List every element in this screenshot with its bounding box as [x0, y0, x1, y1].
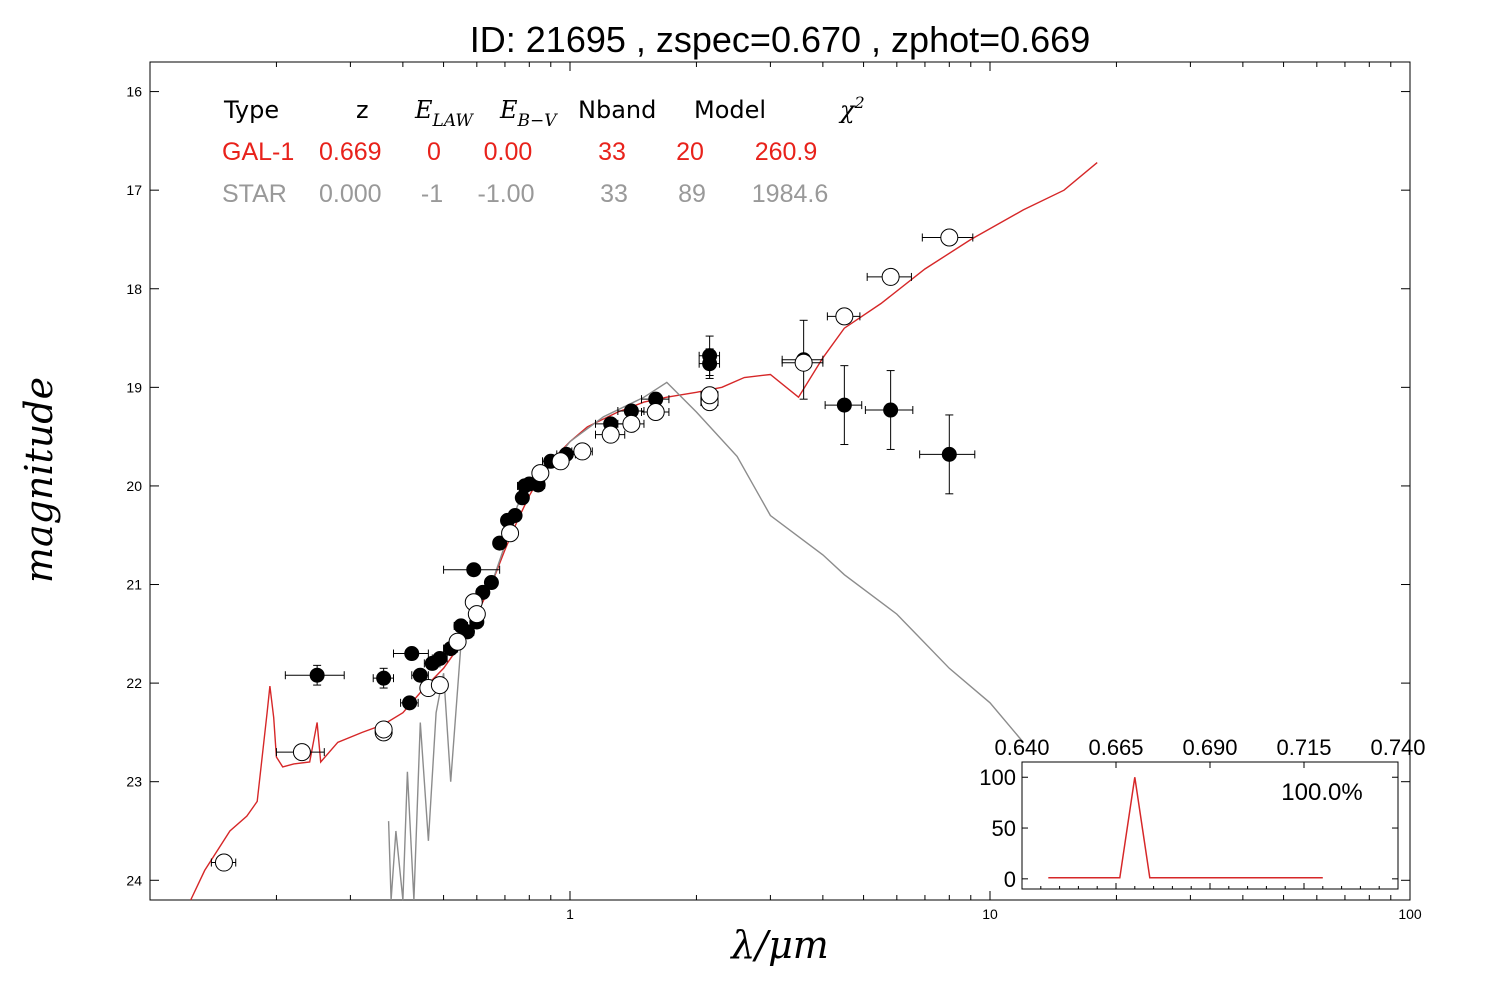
model-flux-point: [292, 743, 311, 762]
row-type: STAR: [222, 180, 287, 208]
inset-y-tick-label: 100: [979, 765, 1016, 790]
plot-frame: [149, 61, 1411, 901]
row-chi2: 1984.6: [752, 180, 828, 208]
x-axis-label: λ/μm: [729, 923, 829, 967]
inset-x-tick-label: 0.640: [994, 735, 1049, 760]
model-flux-point: [214, 853, 233, 872]
model-flux-points: [210, 228, 974, 872]
inset-y-tick-label: 50: [992, 816, 1016, 841]
fit-summary-table: Type z ELAW EB−V Nband Model χ2 GAL-1 0.…: [222, 93, 865, 208]
observed-point: [702, 356, 718, 372]
x-tick-label: 1: [566, 906, 574, 922]
inset-x-tick-label: 0.690: [1182, 735, 1237, 760]
y-tick-label: 18: [126, 281, 142, 297]
observed-point: [309, 667, 325, 683]
model-flux-point: [622, 414, 641, 433]
observed-point: [432, 650, 448, 666]
y-tick-label: 17: [126, 182, 142, 198]
x-tick-label: 10: [982, 906, 998, 922]
inset-x-tick-label: 0.740: [1370, 735, 1425, 760]
table-header-type: Type: [223, 96, 279, 124]
observed-point: [466, 562, 482, 578]
model-flux-point: [531, 464, 550, 483]
row-nband: 33: [598, 138, 626, 166]
row-elaw: -1: [421, 180, 443, 208]
inset-annotation: 100.0%: [1281, 779, 1362, 806]
inset-y-tick-label: 0: [1004, 867, 1016, 892]
x-tick-label: 100: [1398, 906, 1422, 922]
table-header-nband: Nband: [578, 96, 656, 124]
model-flux-point: [467, 605, 486, 624]
observed-point: [492, 535, 508, 551]
y-tick-label: 24: [126, 872, 142, 888]
row-model: 89: [678, 180, 706, 208]
observed-points: [284, 319, 976, 711]
model-flux-point: [881, 267, 900, 286]
y-axis-ticks: 16 17 18 19 20 21 22 23 24: [126, 84, 1410, 888]
table-row: STAR 0.000 -1 -1.00 33 89 1984.6: [222, 180, 828, 208]
table-header-elaw: ELAW: [414, 96, 474, 131]
row-chi2: 260.9: [755, 138, 818, 166]
inset-x-ticks: 0.640 0.665 0.690 0.715 0.740: [994, 735, 1426, 889]
y-tick-label: 23: [126, 774, 142, 790]
inset-y-ticks: 0 50 100: [979, 765, 1398, 892]
y-tick-label: 20: [126, 478, 142, 494]
y-tick-label: 19: [126, 379, 142, 395]
model-flux-point: [430, 676, 449, 695]
observed-point: [412, 667, 428, 683]
row-nband: 33: [600, 180, 628, 208]
observed-point: [402, 695, 418, 711]
row-elaw: 0: [427, 138, 441, 166]
model-flux-point: [940, 228, 959, 247]
table-header-ebv: EB−V: [499, 96, 558, 131]
x-axis-ticks: 1 10 100: [149, 62, 1422, 922]
model-flux-point: [794, 353, 813, 372]
y-tick-label: 16: [126, 84, 142, 100]
row-model: 20: [676, 138, 704, 166]
observed-point: [404, 646, 420, 662]
row-ebv: -1.00: [478, 180, 535, 208]
row-ebv: 0.00: [484, 138, 533, 166]
model-curves: [190, 162, 1098, 901]
model-flux-point: [835, 307, 854, 326]
model-flux-point: [573, 442, 592, 461]
y-tick-label: 21: [126, 577, 142, 593]
observed-point: [941, 446, 957, 462]
table-header-model: Model: [694, 96, 766, 124]
table-header-z: z: [356, 96, 369, 124]
star-template-curve: [387, 381, 1024, 901]
model-flux-point: [700, 386, 719, 405]
row-z: 0.669: [319, 138, 382, 166]
y-tick-label: 22: [126, 675, 142, 691]
table-row: GAL-1 0.669 0 0.00 33 20 260.9: [222, 138, 817, 166]
table-header-chi2: χ2: [838, 93, 865, 124]
inset-frame: [1021, 761, 1399, 890]
y-axis-label: magnitude: [17, 377, 61, 583]
model-flux-point: [646, 402, 665, 421]
model-flux-point: [601, 425, 620, 444]
galaxy-template-curve: [190, 162, 1098, 901]
observed-point: [836, 397, 852, 413]
pdf-inset: 0.640 0.665 0.690 0.715 0.740 0 50 100 100.0%: [979, 735, 1425, 892]
observed-point: [883, 402, 899, 418]
model-flux-point: [501, 524, 520, 543]
observed-point: [376, 670, 392, 686]
model-flux-point: [374, 720, 393, 739]
chart-title: ID: 21695 , zspec=0.670 , zphot=0.669: [470, 19, 1090, 60]
observed-point: [483, 575, 499, 591]
model-flux-point: [448, 632, 467, 651]
row-z: 0.000: [319, 180, 382, 208]
model-flux-point: [551, 452, 570, 471]
inset-pdf-line: [1048, 777, 1323, 879]
inset-x-tick-label: 0.715: [1276, 735, 1331, 760]
observed-point: [507, 508, 523, 524]
inset-x-tick-label: 0.665: [1088, 735, 1143, 760]
row-type: GAL-1: [222, 138, 294, 166]
